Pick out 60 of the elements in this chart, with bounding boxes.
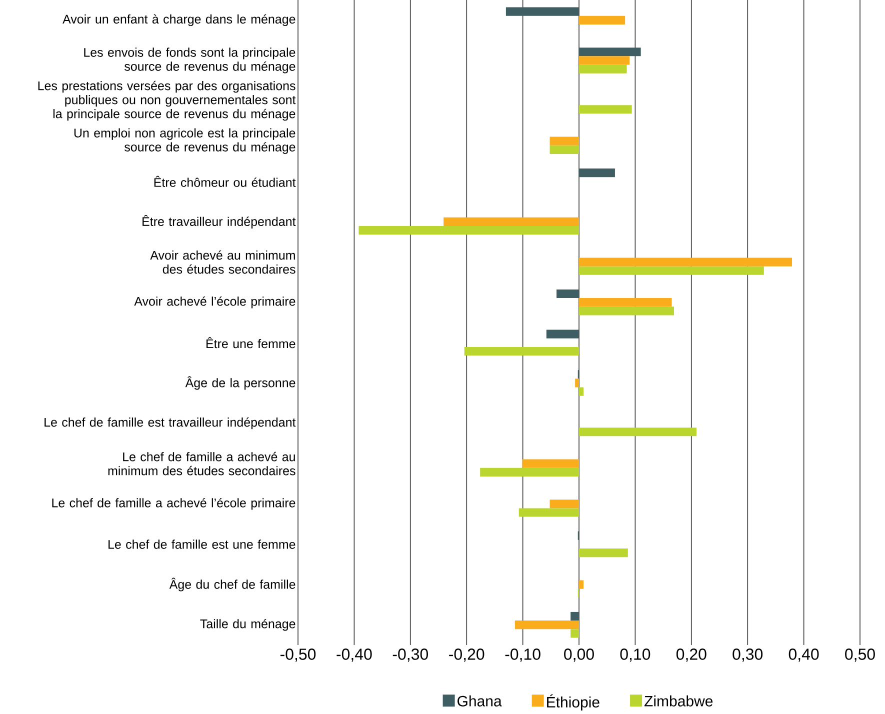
bar xyxy=(518,508,580,517)
y-tick-label: Le chef de famille a achevé l’école primaire xyxy=(52,498,296,510)
bar xyxy=(570,629,580,638)
y-tick-label: Avoir achevé au minimum des études secondaires xyxy=(150,250,296,274)
x-tick-label: 0,40 xyxy=(788,648,819,662)
bar xyxy=(579,387,584,396)
x-tick-label: 0,20 xyxy=(676,648,706,662)
bar xyxy=(358,226,580,235)
y-tick-label: Âge de la personne xyxy=(185,376,296,390)
bar xyxy=(579,580,584,589)
x-tick-label: -0,50 xyxy=(280,648,316,662)
y-tick-label: Le chef de famille a achevé au minimum des études secondaires xyxy=(108,452,296,476)
y-tick-label: Avoir un enfant à charge dans le ménage xyxy=(62,14,296,26)
legend-label: Éthiopie xyxy=(547,694,600,710)
bar xyxy=(579,16,626,24)
bar xyxy=(444,217,580,226)
bar xyxy=(550,500,580,508)
bar xyxy=(570,612,580,621)
bar xyxy=(464,346,580,356)
y-tick-label: Être une femme xyxy=(206,337,296,348)
y-tick-label: Le chef de famille est travailleur indépendant xyxy=(44,417,296,430)
x-tick-label: 0,50 xyxy=(845,648,875,662)
x-tick-label: -0,20 xyxy=(449,648,484,662)
x-tick-label: 0,30 xyxy=(732,648,763,662)
bar xyxy=(550,145,580,154)
y-tick-label: Taille du ménage xyxy=(200,618,296,631)
bar xyxy=(506,7,580,16)
x-tick-label: 0,10 xyxy=(620,648,650,662)
bar xyxy=(550,136,580,146)
bar xyxy=(579,258,792,266)
bar xyxy=(579,64,627,74)
bar xyxy=(579,266,764,275)
bar xyxy=(579,428,696,436)
y-tick-label: Les envois de fonds sont la principale source de revenus du ménage xyxy=(84,48,296,74)
bar xyxy=(579,306,674,316)
bar xyxy=(480,468,580,476)
x-tick-label: -0,40 xyxy=(336,648,372,662)
bar xyxy=(514,620,580,630)
x-tick-label: -0,10 xyxy=(505,648,540,662)
y-tick-label: Les prestations versées par des organisations publiques ou non gouvernementales sont la principale source de revenus du ménage xyxy=(38,80,296,121)
legend-label: Zimbabwe xyxy=(644,695,713,706)
legend-label: Ghana xyxy=(458,695,502,706)
bar xyxy=(579,168,615,178)
bar xyxy=(579,298,672,307)
y-tick-label: Avoir achevé l’école primaire xyxy=(134,296,296,308)
bar xyxy=(546,330,580,338)
y-tick-label: Un emploi non agricole est la principale source de revenus du ménage xyxy=(74,128,296,154)
bar xyxy=(579,105,632,114)
y-tick-label: Le chef de famille est une femme xyxy=(108,540,296,549)
bar xyxy=(575,378,580,388)
y-tick-label: Être chômeur ou étudiant xyxy=(154,176,296,187)
bar xyxy=(579,548,628,558)
bar xyxy=(579,56,630,65)
y-tick-label: Âge du chef de famille xyxy=(169,578,296,592)
bar xyxy=(579,48,641,56)
y-tick-label: Être travailleur indépendant xyxy=(142,214,296,228)
x-tick-label: -0,30 xyxy=(392,648,428,662)
x-tick-label: 0,00 xyxy=(564,648,594,662)
bar xyxy=(522,459,580,468)
bar xyxy=(556,289,580,298)
